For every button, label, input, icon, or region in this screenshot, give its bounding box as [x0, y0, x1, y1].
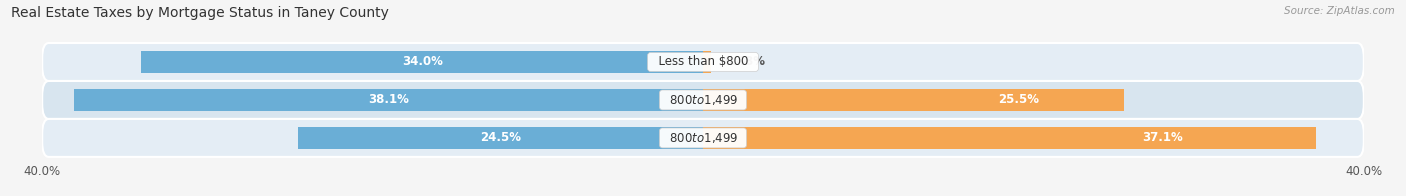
Text: $800 to $1,499: $800 to $1,499 [662, 93, 744, 107]
FancyBboxPatch shape [42, 119, 1364, 157]
FancyBboxPatch shape [42, 81, 1364, 119]
Text: 38.1%: 38.1% [368, 93, 409, 106]
FancyBboxPatch shape [42, 43, 1364, 81]
Text: 25.5%: 25.5% [998, 93, 1039, 106]
Bar [141, 51, 703, 73]
Bar [298, 127, 703, 149]
Bar [703, 127, 1316, 149]
Text: 0.48%: 0.48% [724, 55, 765, 68]
Text: $800 to $1,499: $800 to $1,499 [662, 131, 744, 145]
Text: 34.0%: 34.0% [402, 55, 443, 68]
Bar [703, 51, 711, 73]
Bar [703, 89, 1125, 111]
Text: Less than $800: Less than $800 [651, 55, 755, 68]
Text: Real Estate Taxes by Mortgage Status in Taney County: Real Estate Taxes by Mortgage Status in … [11, 6, 389, 20]
Text: Source: ZipAtlas.com: Source: ZipAtlas.com [1284, 6, 1395, 16]
Bar [73, 89, 703, 111]
Text: 37.1%: 37.1% [1142, 132, 1182, 144]
Text: 24.5%: 24.5% [479, 132, 522, 144]
